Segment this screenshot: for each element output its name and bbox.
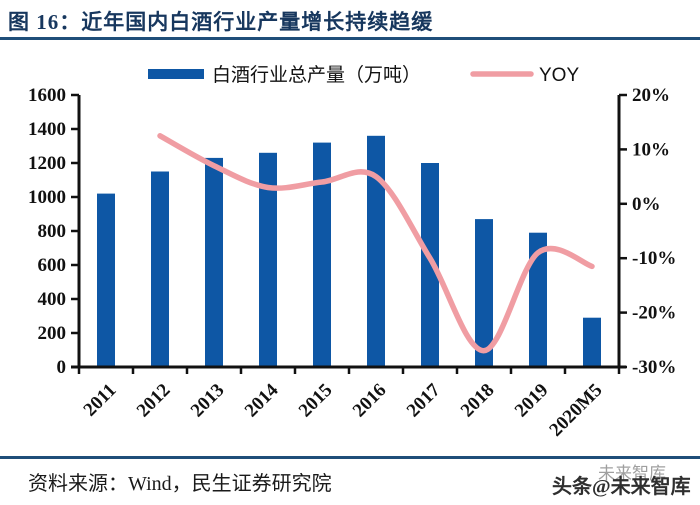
legend-bar-swatch — [148, 69, 204, 79]
x-label-2014: 2014 — [241, 379, 283, 421]
left-tick-label: 1600 — [28, 85, 66, 106]
left-tick-label: 1200 — [28, 153, 66, 174]
x-label-2013: 2013 — [187, 380, 229, 422]
legend-line-label: YOY — [539, 65, 579, 86]
x-label-2012: 2012 — [133, 380, 175, 422]
source-attribution: 资料来源：Wind，民生证券研究院 — [28, 473, 332, 495]
right-tick-label: 0% — [632, 194, 661, 215]
bar-2016 — [367, 135, 385, 367]
left-tick-label: 200 — [38, 323, 67, 344]
right-tick-label: -30% — [632, 357, 676, 378]
bar-2020M5 — [583, 317, 601, 367]
bar-2013 — [205, 157, 223, 367]
chart-canvas: 0 200 400 600 800 1000 1200 1400 1600 20% 10% 0% -10… — [28, 64, 676, 441]
x-label-2019: 2019 — [511, 380, 553, 422]
title-underline — [0, 37, 700, 40]
right-tick-label: -10% — [632, 248, 676, 269]
right-tick-label: -20% — [632, 303, 676, 324]
legend-bar-label: 白酒行业总产量（万吨） — [212, 64, 421, 86]
left-tick-label: 800 — [38, 221, 67, 242]
bar-2011 — [97, 193, 115, 367]
figure-title: 图 16：近年国内白酒行业产量增长持续趋缓 — [8, 10, 434, 34]
bar-2014 — [259, 152, 277, 367]
yoy-line — [157, 133, 595, 354]
bar-2019 — [529, 232, 547, 367]
left-tick-label: 1400 — [28, 119, 66, 140]
watermark-text: 头条@未来智库 — [552, 476, 691, 498]
watermark-ghost-text: 未来智库 — [598, 464, 666, 483]
right-tick-label: 20% — [632, 85, 670, 106]
left-tick-label: 0 — [57, 357, 67, 378]
left-tick-label: 1000 — [28, 187, 66, 208]
x-label-2011: 2011 — [80, 380, 121, 421]
x-label-2018: 2018 — [457, 380, 499, 422]
production-yoy-chart: 0 200 400 600 800 1000 1200 1400 1600 20% 10% 0% -10… — [0, 48, 700, 458]
left-tick-label: 600 — [38, 255, 67, 276]
x-label-2016: 2016 — [349, 380, 391, 422]
right-tick-label: 10% — [632, 139, 670, 160]
bar-2017 — [421, 163, 439, 367]
footer-divider — [0, 456, 700, 459]
bar-2018 — [475, 219, 493, 367]
x-label-2017: 2017 — [403, 379, 445, 421]
left-tick-label: 400 — [38, 289, 67, 310]
x-label-2020M5: 2020M5 — [545, 380, 606, 441]
x-label-2015: 2015 — [295, 380, 337, 422]
bar-2012 — [151, 171, 169, 367]
bar-2015 — [313, 142, 331, 367]
